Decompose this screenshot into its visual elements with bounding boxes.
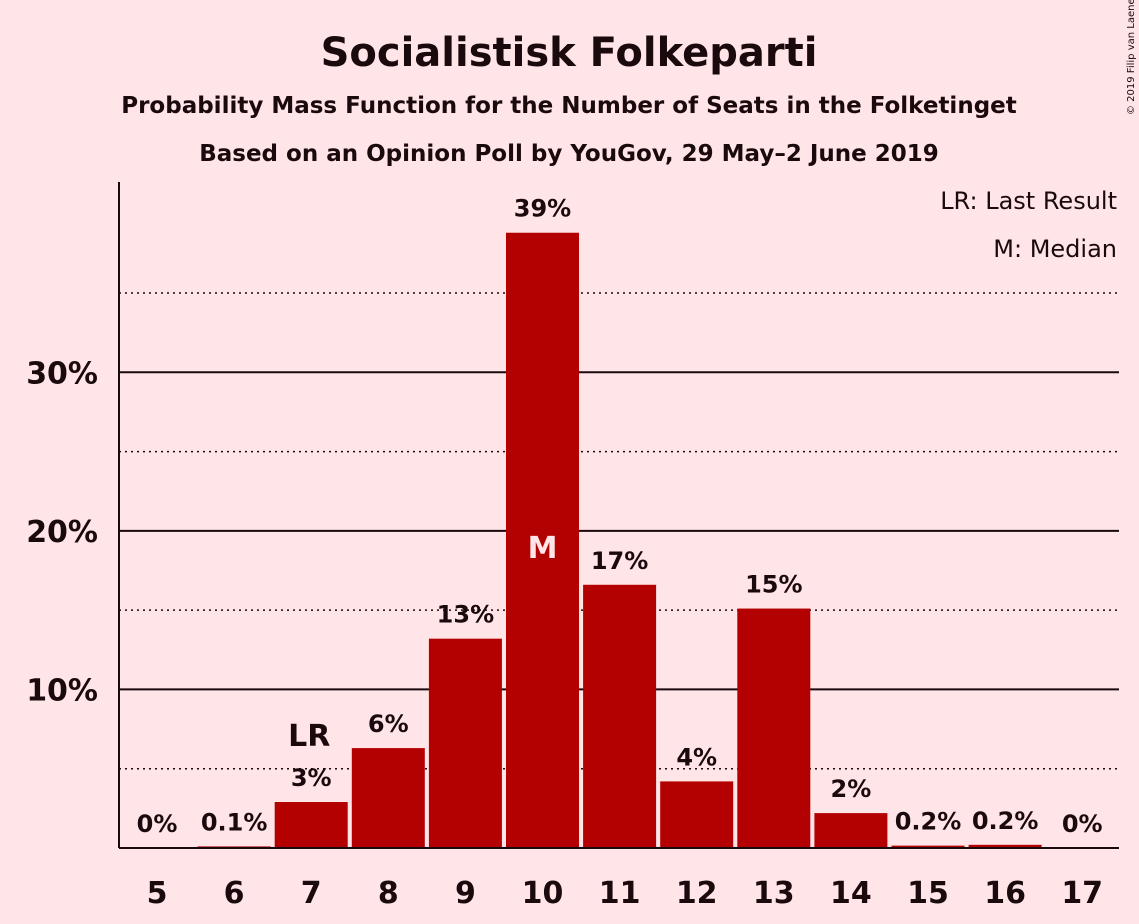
bar-7 <box>274 802 348 848</box>
data-labels: 0% 0.1% 3% LR 6% 13% M 39% 17% 4% 15% 2% 0.2% 0.2% 0% <box>137 195 1103 838</box>
x-tick-label-13: 13 <box>753 876 795 911</box>
x-tick-label-14: 14 <box>830 876 872 911</box>
x-tick-label-15: 15 <box>907 876 949 911</box>
data-label-7: 3% <box>291 764 332 792</box>
data-label-10: 39% <box>514 195 571 223</box>
x-tick-label-5: 5 <box>147 876 168 911</box>
data-label-16: 0.2% <box>972 807 1039 835</box>
y-tick-label-10: 10% <box>26 673 98 708</box>
chart-subtitle-poll: Based on an Opinion Poll by YouGov, 29 M… <box>199 141 939 167</box>
bars <box>197 232 1042 848</box>
bar-13 <box>737 608 811 848</box>
axes: 10% 20% 30% 5 6 7 8 9 10 11 12 13 14 15 16 17 <box>26 182 1119 911</box>
bar-8 <box>351 748 425 848</box>
bar-12 <box>660 781 734 848</box>
bar-11 <box>583 584 657 848</box>
data-label-15: 0.2% <box>895 808 962 836</box>
data-label-17: 0% <box>1062 810 1103 838</box>
x-tick-label-9: 9 <box>455 876 476 911</box>
legend-last-result: LR: Last Result <box>940 187 1117 215</box>
x-tick-label-17: 17 <box>1061 876 1103 911</box>
y-tick-label-20: 20% <box>26 515 98 550</box>
last-result-marker: LR <box>288 719 330 754</box>
data-label-12: 4% <box>676 743 717 771</box>
bar-16 <box>968 844 1042 848</box>
x-tick-label-8: 8 <box>378 876 399 911</box>
x-tick-label-12: 12 <box>676 876 718 911</box>
data-label-6: 0.1% <box>201 808 268 836</box>
data-label-9: 13% <box>437 601 494 629</box>
bar-14 <box>814 813 888 848</box>
legend-median: M: Median <box>993 235 1117 263</box>
x-tick-label-10: 10 <box>522 876 564 911</box>
data-label-5: 0% <box>137 810 178 838</box>
bar-9 <box>428 638 502 848</box>
bar-10 <box>506 232 579 848</box>
x-tick-label-16: 16 <box>984 876 1026 911</box>
y-tick-label-30: 30% <box>26 356 98 391</box>
chart-subtitle: Probability Mass Function for the Number… <box>121 93 1017 119</box>
data-label-14: 2% <box>831 775 872 803</box>
x-tick-label-7: 7 <box>301 876 322 911</box>
data-label-13: 15% <box>745 571 802 599</box>
data-label-11: 17% <box>591 547 648 575</box>
bar-15 <box>891 845 965 848</box>
x-tick-label-6: 6 <box>224 876 245 911</box>
median-marker: M <box>528 531 558 566</box>
x-tick-label-11: 11 <box>599 876 641 911</box>
copyright-note: © 2019 Filip van Laenen <box>1126 0 1137 115</box>
data-label-8: 6% <box>368 710 409 738</box>
chart-title: Socialistisk Folkeparti <box>321 30 818 76</box>
